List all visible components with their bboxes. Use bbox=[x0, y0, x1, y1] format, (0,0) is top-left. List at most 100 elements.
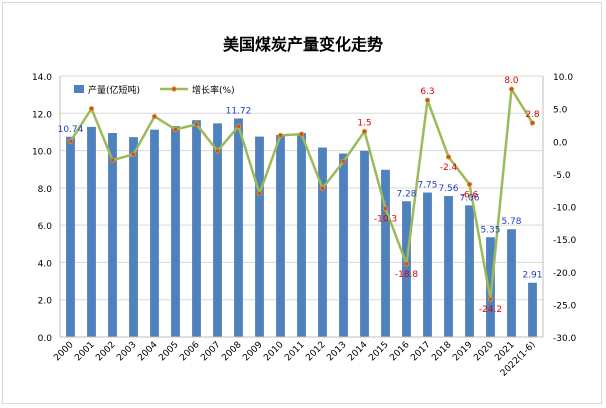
bar-data-label: 5.35 bbox=[480, 225, 500, 235]
line-point bbox=[466, 181, 473, 187]
y-right-tick-label: -5.0 bbox=[553, 171, 571, 181]
bar bbox=[87, 126, 96, 338]
bar bbox=[276, 134, 285, 337]
bar bbox=[192, 120, 201, 338]
bar bbox=[360, 150, 369, 337]
y-right-tick-label: 5.0 bbox=[553, 106, 568, 116]
bar-data-label: 2.91 bbox=[522, 271, 542, 281]
line-point bbox=[130, 151, 137, 157]
bar-series bbox=[66, 118, 537, 338]
bar bbox=[108, 133, 117, 337]
y-left-tick-label: 4.0 bbox=[38, 259, 53, 269]
line-point bbox=[487, 296, 494, 302]
x-tick-label: 2018 bbox=[430, 340, 453, 363]
data-labels: 10.74 11.72 7.287.75 7.567.06 5.355.78 2.91 1.… bbox=[58, 76, 543, 315]
line-point bbox=[382, 205, 389, 212]
bar bbox=[528, 282, 537, 337]
y-right-tick-label: -20.0 bbox=[553, 269, 577, 279]
line-data-label: 8.0 bbox=[504, 76, 519, 86]
x-tick-label: 2001 bbox=[73, 340, 96, 363]
line-point bbox=[340, 158, 347, 165]
legend-line-marker bbox=[171, 86, 177, 92]
line-data-label: 6.3 bbox=[420, 87, 434, 97]
y-right-tick-label: -30.0 bbox=[553, 334, 577, 344]
bar bbox=[507, 229, 516, 337]
x-tick-label: 2007 bbox=[199, 340, 222, 363]
line-point bbox=[424, 97, 431, 103]
x-tick-label: 2002 bbox=[94, 340, 117, 363]
legend-bar-label: 产量(亿短吨) bbox=[88, 84, 140, 96]
bar bbox=[150, 129, 159, 337]
bar bbox=[339, 153, 348, 337]
line-point bbox=[256, 190, 263, 197]
x-tick-label: 2009 bbox=[241, 340, 264, 363]
x-tick-label: 2019 bbox=[451, 340, 474, 363]
y-left-tick-label: 10.0 bbox=[32, 148, 52, 158]
y-right-tick-label: 0.0 bbox=[553, 138, 568, 148]
line-point bbox=[361, 128, 368, 135]
line-point bbox=[193, 121, 200, 127]
line-data-label: 2.8 bbox=[525, 110, 540, 120]
x-tick-label: 2017 bbox=[409, 340, 432, 363]
x-tick-label: 2016 bbox=[388, 340, 411, 363]
line-data-label: -18.8 bbox=[395, 270, 419, 280]
line-data-label: -2.4 bbox=[440, 163, 458, 173]
line-point bbox=[214, 148, 221, 154]
x-tick-label: 2003 bbox=[115, 340, 138, 363]
bar bbox=[171, 126, 180, 337]
line-point bbox=[109, 157, 116, 163]
bar bbox=[255, 136, 264, 337]
line-point bbox=[403, 261, 410, 267]
y-left-tick-label: 14.0 bbox=[32, 73, 52, 83]
x-tick-label: 2006 bbox=[178, 340, 201, 363]
bar bbox=[465, 205, 474, 337]
y-left-tick-label: 8.0 bbox=[38, 185, 53, 195]
line-data-label: -6.6 bbox=[461, 190, 479, 200]
x-tick-label: 2015 bbox=[367, 340, 390, 363]
bar bbox=[297, 133, 306, 337]
bar bbox=[129, 137, 138, 337]
x-tick-label: 2012 bbox=[304, 340, 327, 363]
line-point bbox=[508, 86, 515, 92]
bar-data-label: 10.74 bbox=[58, 125, 84, 135]
line-point bbox=[235, 123, 242, 129]
x-tick-label: 2013 bbox=[325, 340, 348, 363]
x-tick-label: 2014 bbox=[346, 340, 369, 363]
bar bbox=[66, 136, 75, 337]
y-right-tick-label: -10.0 bbox=[553, 204, 577, 214]
y-right-tick-label: -25.0 bbox=[553, 301, 577, 311]
legend-line-label: 增长率(%) bbox=[192, 84, 235, 96]
line-series bbox=[67, 86, 536, 302]
y-right-tick-label: -15.0 bbox=[553, 236, 577, 246]
y-left-tick-label: 12.0 bbox=[32, 110, 52, 120]
bar bbox=[444, 196, 453, 337]
x-tick-label: 2020 bbox=[472, 340, 495, 363]
legend: 产量(亿短吨) 增长率(%) bbox=[74, 84, 235, 96]
bar-data-label: 7.28 bbox=[396, 189, 416, 199]
line-point bbox=[529, 120, 536, 126]
bar-data-label: 7.06 bbox=[459, 193, 479, 203]
bar-data-label: 7.56 bbox=[438, 184, 458, 194]
x-tick-label: 2005 bbox=[157, 340, 180, 363]
legend-bar-swatch bbox=[74, 85, 84, 93]
x-tick-label: 2000 bbox=[52, 340, 75, 363]
bar bbox=[423, 192, 432, 337]
bar bbox=[381, 169, 390, 337]
y-left-tick-label: 0.0 bbox=[38, 334, 53, 344]
x-tick-label: 2008 bbox=[220, 340, 243, 363]
y-left-tick-label: 2.0 bbox=[38, 297, 53, 307]
y-right-tick-label: 10.0 bbox=[553, 73, 573, 83]
line-data-label: -10.3 bbox=[374, 214, 397, 224]
bar bbox=[402, 201, 411, 337]
line-point bbox=[151, 113, 158, 120]
bar-data-label: 5.78 bbox=[501, 217, 521, 227]
x-tick-label: 2011 bbox=[283, 340, 306, 363]
line-point bbox=[172, 126, 179, 133]
x-tick-label: 2004 bbox=[136, 340, 159, 363]
bar bbox=[213, 123, 222, 337]
line-point bbox=[67, 138, 74, 144]
line-point bbox=[445, 154, 452, 160]
line-point bbox=[88, 106, 95, 112]
line-data-label: -24.2 bbox=[479, 305, 502, 315]
